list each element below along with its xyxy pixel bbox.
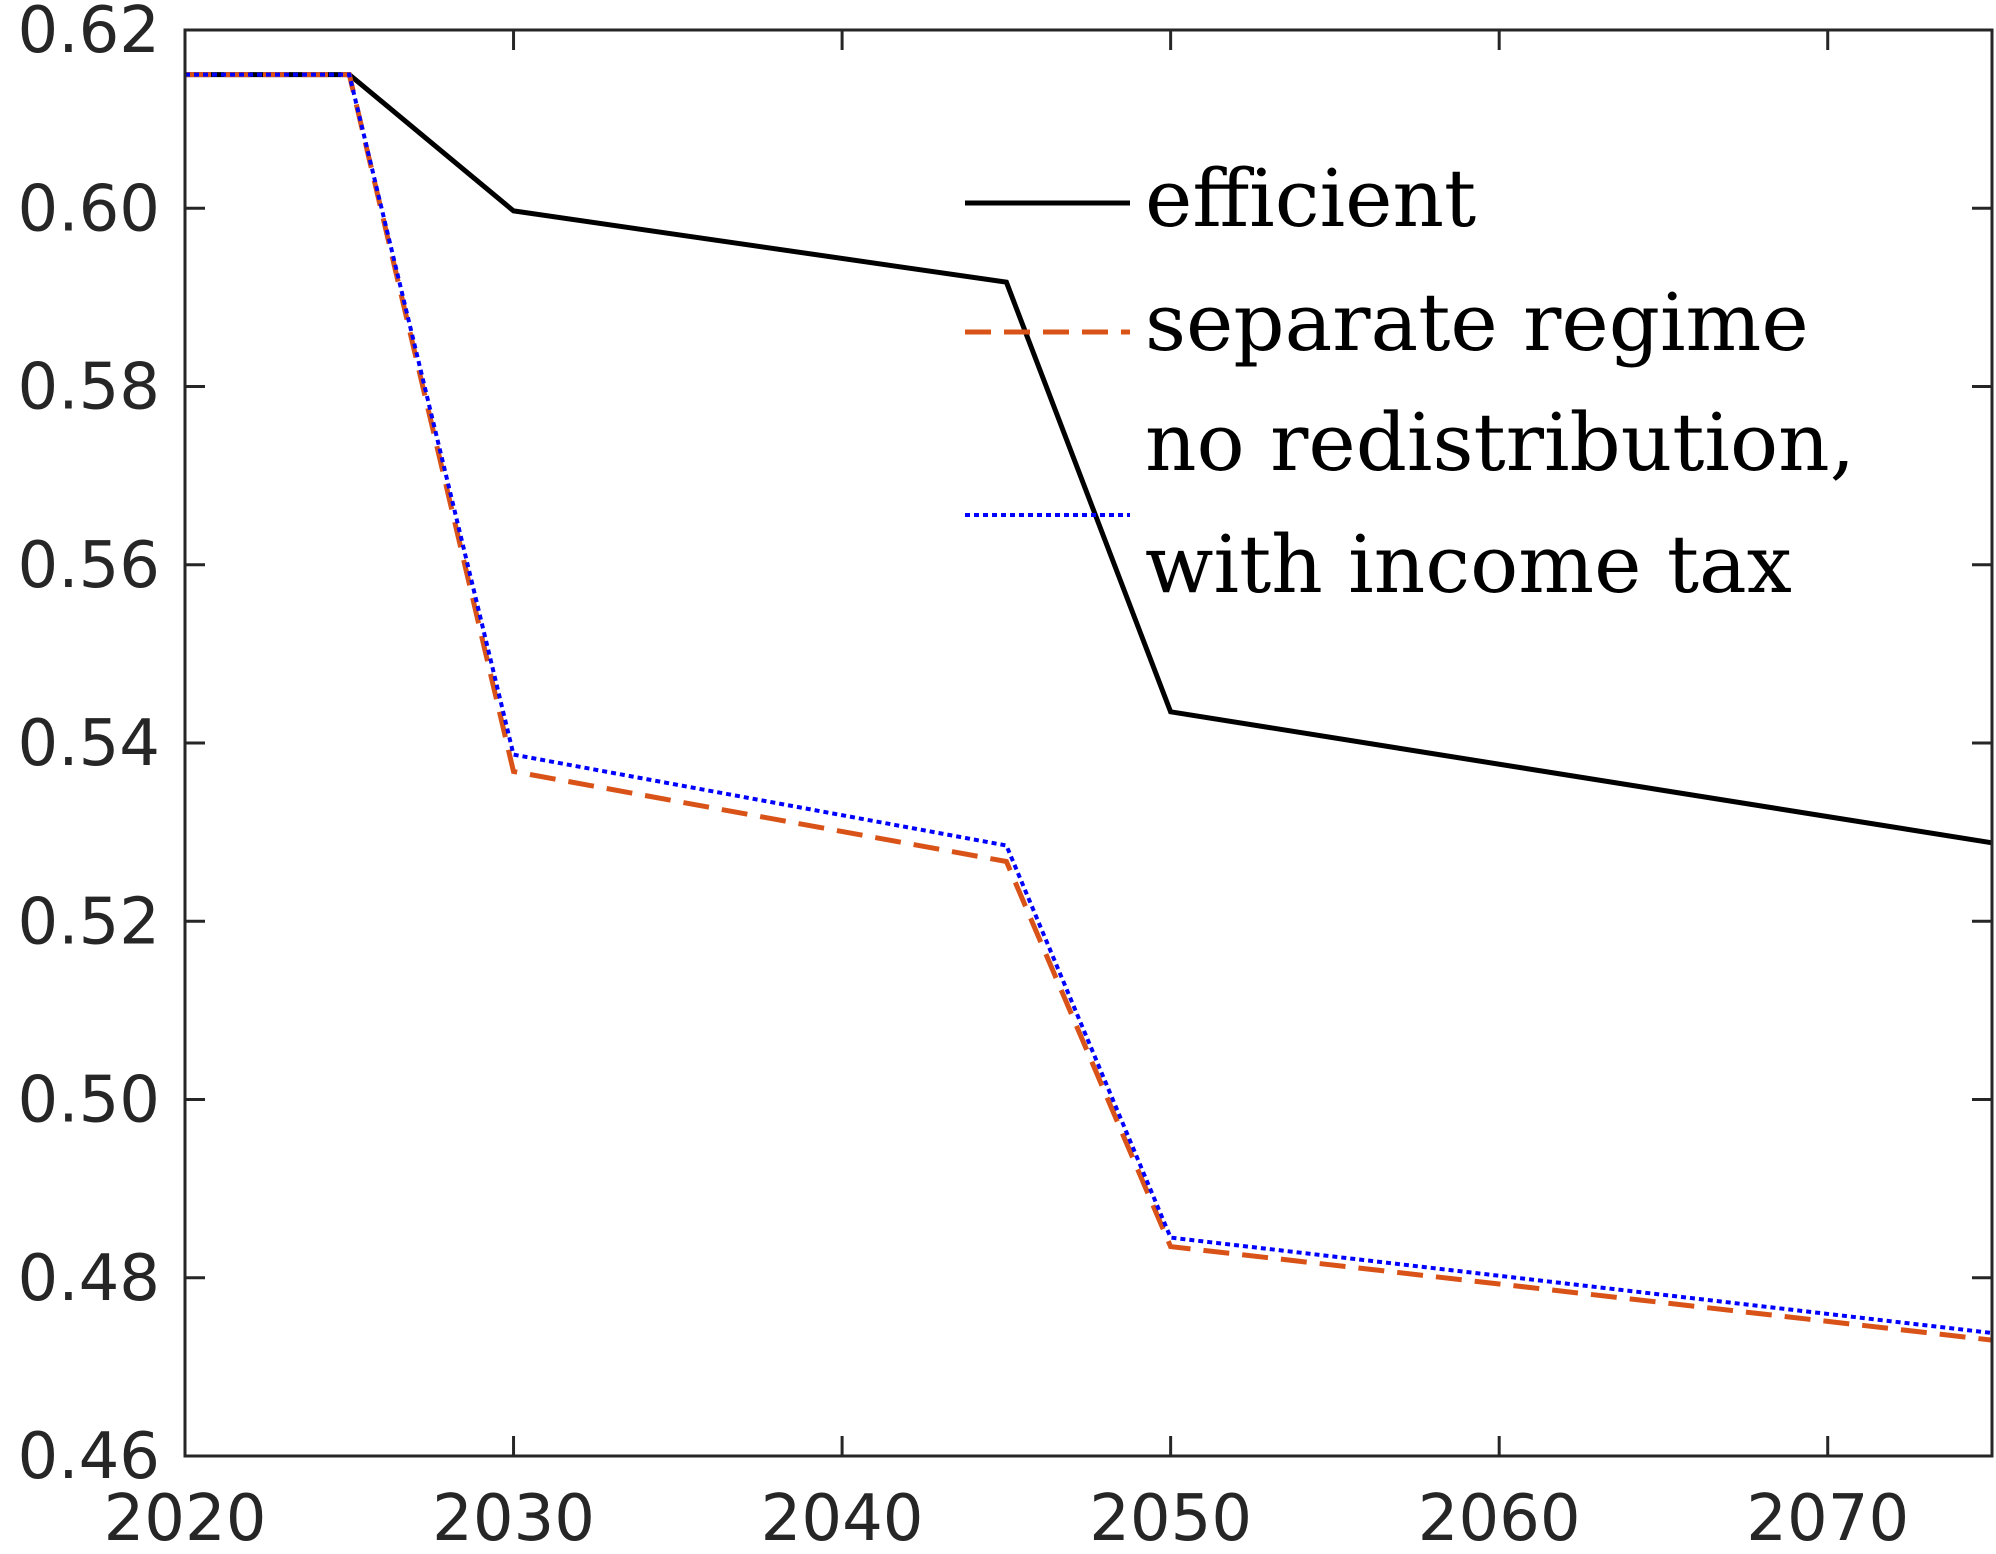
y-tick-label: 0.48 [18, 1242, 161, 1316]
legend-label: efficient [1145, 152, 1476, 245]
axes-box [183, 28, 1994, 1458]
legend: efficient separate regime no redistributio… [965, 152, 1855, 611]
y-tick-label: 0.58 [18, 351, 161, 425]
y-tick-label: 0.50 [18, 1064, 161, 1138]
y-tick-label: 0.46 [18, 1420, 161, 1494]
y-tick-label: 0.62 [18, 0, 161, 68]
axis-ticks [183, 28, 1992, 1458]
legend-label: separate regime [1145, 276, 1809, 369]
x-tick-label: 2070 [1746, 1482, 1909, 1554]
y-tick-label: 0.52 [18, 885, 161, 959]
y-tick-label: 0.60 [18, 172, 161, 246]
x-tick-label: 2060 [1418, 1482, 1581, 1554]
series-line-1 [185, 72, 1993, 1343]
legend-label: with income tax [1145, 518, 1792, 611]
tick-labels: 2020 2030 2040 2050 2060 2070 0.46 0.48 0.50 0.52… [18, 0, 1910, 1554]
x-tick-label: 2020 [104, 1482, 267, 1554]
legend-label: no redistribution, [1145, 396, 1855, 489]
x-tick-label: 2050 [1089, 1482, 1252, 1554]
series-line-2 [185, 72, 1993, 1335]
x-tick-label: 2030 [432, 1482, 595, 1554]
plot-lines [185, 72, 1993, 1343]
x-tick-label: 2040 [761, 1482, 924, 1554]
y-tick-label: 0.54 [18, 707, 161, 781]
y-tick-label: 0.56 [18, 529, 161, 603]
